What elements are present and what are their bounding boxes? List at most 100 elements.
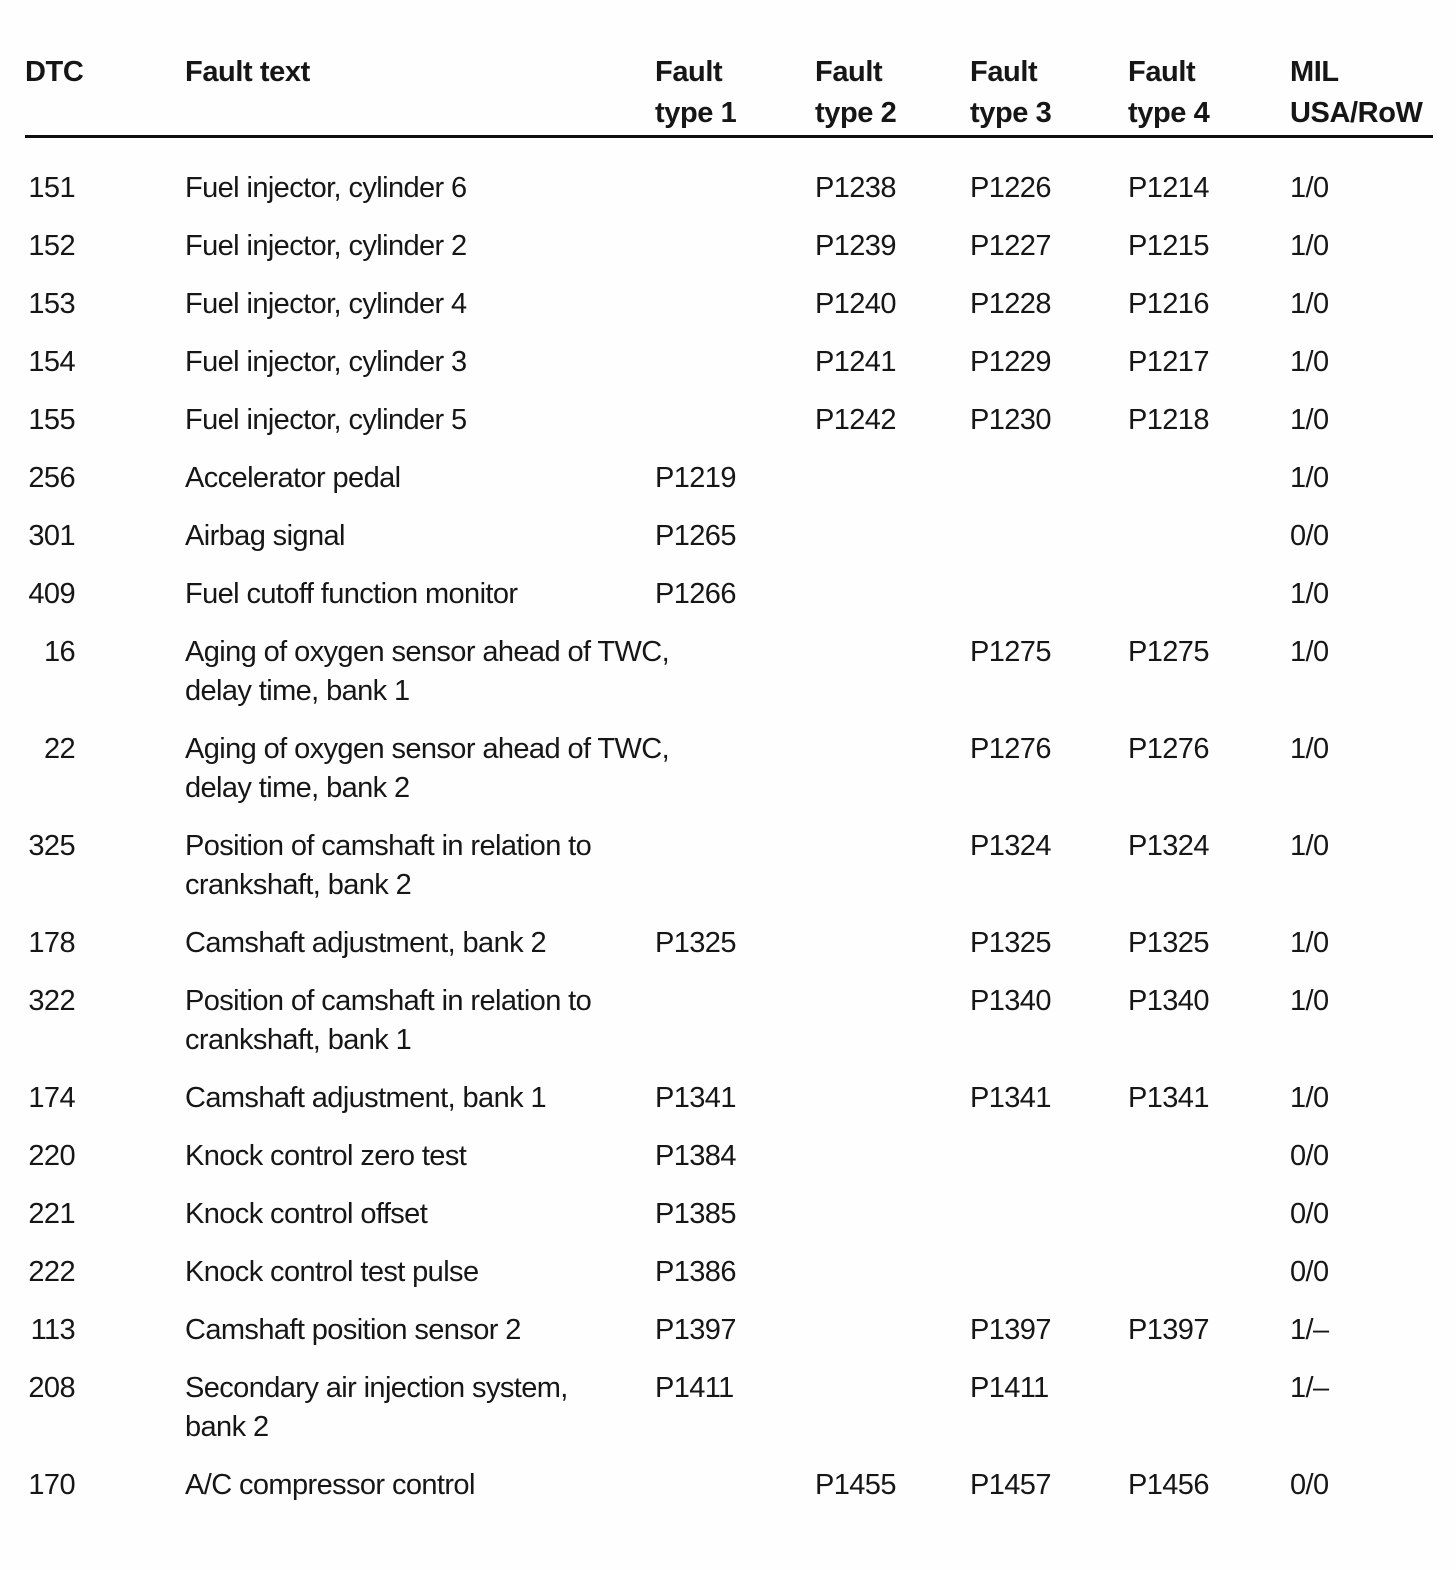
- cell-fault-type-1: P1219: [655, 462, 736, 494]
- table-body: 151 Fuel injector, cylinder 6 P1238 P122…: [25, 169, 1456, 1505]
- cell-mil: 1/0: [1290, 172, 1329, 204]
- header-divider-rule: [25, 135, 1433, 138]
- cell-mil: 1/0: [1290, 733, 1329, 765]
- cell-dtc: 151: [28, 172, 75, 204]
- cell-fault-text: Fuel injector, cylinder 5: [185, 404, 467, 436]
- cell-mil: 1/0: [1290, 462, 1329, 494]
- cell-mil: 1/0: [1290, 404, 1329, 436]
- cell-fault-type-3: P1227: [970, 230, 1051, 262]
- table-row: 155 Fuel injector, cylinder 5 P1242 P123…: [25, 401, 1456, 440]
- cell-dtc: 301: [28, 520, 75, 552]
- cell-fault-type-3: P1457: [970, 1469, 1051, 1501]
- cell-mil: 1/0: [1290, 230, 1329, 262]
- cell-fault-type-3: P1275: [970, 636, 1051, 668]
- table-row: 220 Knock control zero test P1384 0/0: [25, 1137, 1456, 1176]
- cell-dtc: 222: [28, 1256, 75, 1288]
- cell-dtc: 155: [28, 404, 75, 436]
- cell-dtc: 325: [28, 830, 75, 862]
- cell-mil: 1/0: [1290, 346, 1329, 378]
- cell-fault-type-2: P1241: [815, 346, 896, 378]
- cell-fault-text: Fuel injector, cylinder 6: [185, 172, 467, 204]
- cell-fault-type-3: P1340: [970, 985, 1051, 1017]
- cell-fault-text: Knock control offset: [185, 1198, 428, 1230]
- cell-mil: 1/0: [1290, 1082, 1329, 1114]
- cell-dtc: 322: [28, 985, 75, 1017]
- table-header-row: DTC Fault text Fault type 1 Fault type 2…: [25, 52, 1456, 134]
- cell-fault-type-3: P1341: [970, 1082, 1051, 1114]
- table-row: 170 A/C compressor control P1455 P1457 P…: [25, 1466, 1456, 1505]
- table-row: 221 Knock control offset P1385 0/0: [25, 1195, 1456, 1234]
- cell-fault-type-4: P1216: [1128, 288, 1209, 320]
- table-row: 154 Fuel injector, cylinder 3 P1241 P122…: [25, 343, 1456, 382]
- cell-fault-type-4: P1214: [1128, 172, 1209, 204]
- cell-fault-text: Fuel injector, cylinder 2: [185, 230, 467, 262]
- cell-fault-type-2: P1238: [815, 172, 896, 204]
- cell-fault-text: Fuel cutoff function monitor: [185, 578, 518, 610]
- cell-dtc: 256: [28, 462, 75, 494]
- table-row: 409 Fuel cutoff function monitor P1266 1…: [25, 575, 1456, 614]
- cell-fault-type-4: P1217: [1128, 346, 1209, 378]
- cell-dtc: 208: [28, 1372, 75, 1404]
- cell-fault-type-4: P1276: [1128, 733, 1209, 765]
- cell-fault-type-1: P1266: [655, 578, 736, 610]
- cell-mil: 1/0: [1290, 830, 1329, 862]
- table-row: 301 Airbag signal P1265 0/0: [25, 517, 1456, 556]
- cell-fault-type-4: P1340: [1128, 985, 1209, 1017]
- table-row: 178 Camshaft adjustment, bank 2 P1325 P1…: [25, 924, 1456, 963]
- cell-fault-text: Fuel injector, cylinder 4: [185, 288, 467, 320]
- cell-dtc: 113: [30, 1314, 76, 1346]
- cell-fault-text: Accelerator pedal: [185, 462, 401, 494]
- cell-mil: 1/0: [1290, 927, 1329, 959]
- cell-fault-type-4: P1397: [1128, 1314, 1209, 1346]
- cell-fault-type-3: P1324: [970, 830, 1051, 862]
- cell-fault-text: Camshaft adjustment, bank 2: [185, 927, 547, 959]
- table-row: 322 Position of camshaft in relation to …: [25, 982, 1456, 1060]
- cell-fault-text: Knock control zero test: [185, 1140, 467, 1172]
- cell-fault-type-1: P1265: [655, 520, 736, 552]
- cell-fault-type-1: P1341: [655, 1082, 736, 1114]
- cell-mil: 1/0: [1290, 985, 1329, 1017]
- header-cell-fault-type-2: Fault type 2: [815, 56, 897, 129]
- cell-fault-type-4: P1456: [1128, 1469, 1209, 1501]
- header-cell-fault-type-4: Fault type 4: [1128, 56, 1210, 129]
- cell-dtc: 153: [28, 288, 75, 320]
- cell-fault-type-4: P1341: [1128, 1082, 1209, 1114]
- cell-fault-type-2: P1240: [815, 288, 896, 320]
- table-row: 208 Secondary air injection system, bank…: [25, 1369, 1456, 1447]
- cell-fault-text: Knock control test pulse: [185, 1256, 479, 1288]
- cell-dtc: 170: [28, 1469, 75, 1501]
- table-row: 151 Fuel injector, cylinder 6 P1238 P122…: [25, 169, 1456, 208]
- cell-fault-text: Position of camshaft in relation to cran…: [185, 830, 592, 901]
- cell-fault-type-1: P1411: [655, 1372, 734, 1404]
- table-row: 325 Position of camshaft in relation to …: [25, 827, 1456, 905]
- cell-dtc: 178: [28, 927, 75, 959]
- cell-dtc: 152: [28, 230, 75, 262]
- cell-fault-type-2: P1242: [815, 404, 896, 436]
- cell-mil: 0/0: [1290, 520, 1329, 552]
- cell-mil: 1/0: [1290, 578, 1329, 610]
- header-cell-fault-type-3: Fault type 3: [970, 56, 1052, 129]
- cell-mil: 0/0: [1290, 1140, 1329, 1172]
- cell-mil: 1/–: [1290, 1372, 1329, 1404]
- cell-fault-type-1: P1386: [655, 1256, 736, 1288]
- cell-mil: 0/0: [1290, 1198, 1329, 1230]
- table-row: 22 Aging of oxygen sensor ahead of TWC, …: [25, 730, 1456, 808]
- table-row: 222 Knock control test pulse P1386 0/0: [25, 1253, 1456, 1292]
- header-cell-fault-type-1: Fault type 1: [655, 56, 737, 129]
- cell-fault-type-2: P1455: [815, 1469, 896, 1501]
- cell-fault-type-4: P1215: [1128, 230, 1209, 262]
- table-row: 113 Camshaft position sensor 2 P1397 P13…: [25, 1311, 1456, 1350]
- cell-fault-type-4: P1218: [1128, 404, 1209, 436]
- cell-dtc: 154: [28, 346, 75, 378]
- cell-fault-text: Camshaft position sensor 2: [185, 1314, 521, 1346]
- cell-dtc: 221: [28, 1198, 75, 1230]
- table-row: 16 Aging of oxygen sensor ahead of TWC, …: [25, 633, 1456, 711]
- cell-fault-type-3: P1230: [970, 404, 1051, 436]
- header-cell-dtc: DTC: [25, 56, 84, 88]
- cell-fault-type-1: P1397: [655, 1314, 736, 1346]
- cell-fault-text: Fuel injector, cylinder 3: [185, 346, 467, 378]
- cell-fault-text: Position of camshaft in relation to cran…: [185, 985, 592, 1056]
- table-row: 256 Accelerator pedal P1219 1/0: [25, 459, 1456, 498]
- table-row: 174 Camshaft adjustment, bank 1 P1341 P1…: [25, 1079, 1456, 1118]
- cell-fault-type-3: P1276: [970, 733, 1051, 765]
